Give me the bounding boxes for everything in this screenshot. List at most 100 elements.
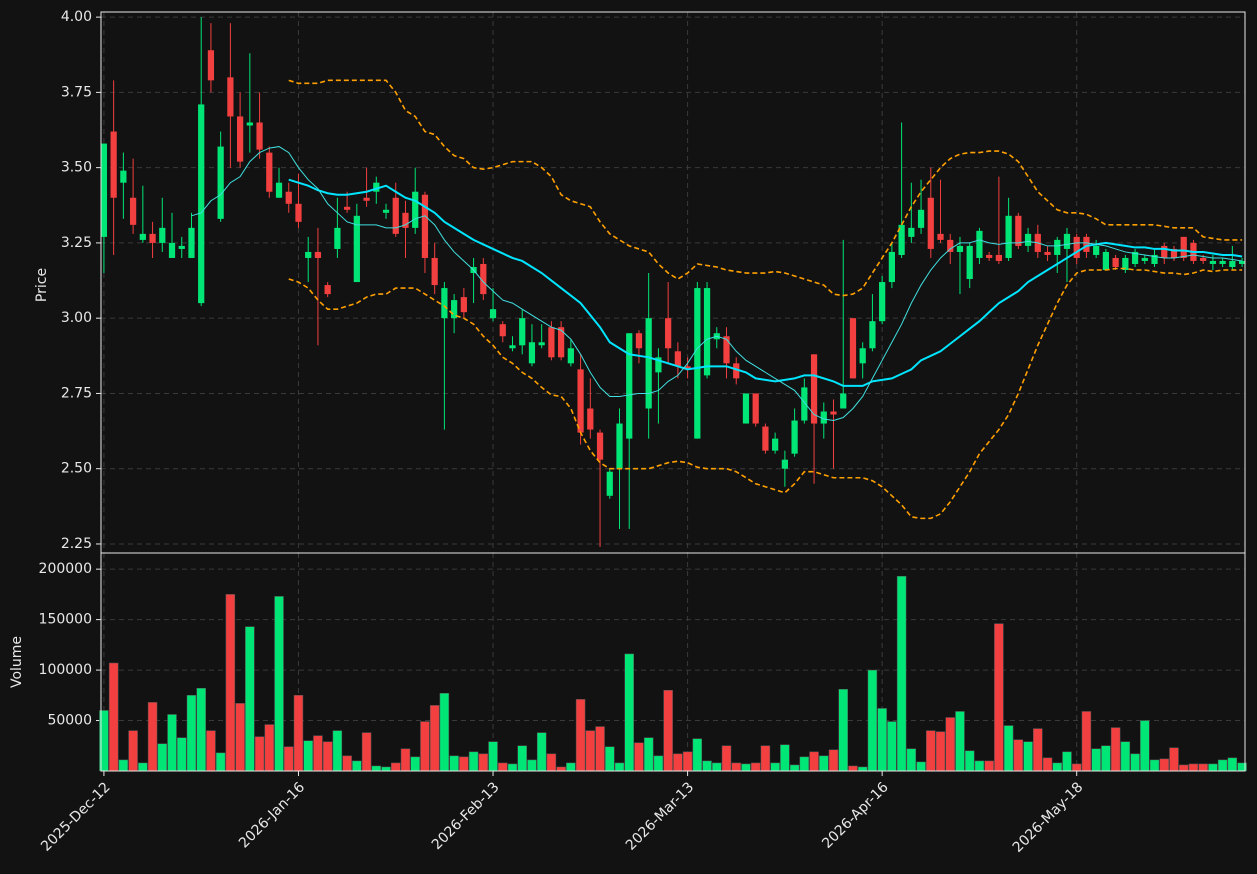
volume-bar	[1052, 762, 1062, 772]
volume-bar	[731, 762, 741, 772]
candle-body	[1151, 254, 1158, 264]
candle-body	[1141, 257, 1148, 261]
candle-body	[820, 411, 827, 424]
candle-body	[256, 122, 263, 150]
candle-body	[402, 212, 409, 228]
candle-body	[1093, 245, 1100, 255]
volume-bar	[1140, 720, 1150, 772]
volume-bar	[916, 761, 926, 772]
volume-bar	[147, 702, 158, 772]
candle-body	[616, 423, 623, 469]
y-tick-label: 150000	[39, 612, 92, 628]
volume-bar	[1198, 763, 1208, 772]
overlay-line	[288, 267, 1243, 520]
volume-bar	[585, 730, 596, 772]
candle-body	[635, 333, 643, 349]
volume-axis-label: Volume	[9, 636, 25, 688]
candle-body	[684, 366, 691, 370]
candle-body	[937, 233, 944, 240]
candle-body	[353, 215, 360, 283]
candle-body	[587, 408, 594, 430]
y-tick-label: 3.50	[61, 160, 92, 176]
candle-body	[655, 357, 662, 373]
candle-body	[1005, 215, 1012, 258]
volume-bar	[1149, 759, 1160, 772]
candle-body	[198, 104, 205, 304]
volume-bar	[235, 703, 245, 772]
candle-body	[100, 143, 108, 237]
volume-bar	[478, 753, 489, 772]
volume-bar	[352, 760, 362, 772]
volume-bar	[556, 766, 566, 772]
volume-bar	[138, 762, 148, 772]
candle-body	[441, 288, 448, 319]
candle-body	[305, 251, 312, 258]
volume-bar	[371, 765, 382, 772]
candle-body	[1238, 260, 1246, 264]
volume-bar	[575, 699, 586, 772]
volume-bar	[245, 626, 255, 772]
volume-bar	[614, 762, 625, 772]
candle-body	[674, 351, 681, 367]
volume-bar	[935, 731, 946, 772]
candle-body	[1054, 239, 1061, 255]
candle-body	[509, 345, 516, 349]
candle-body	[1229, 260, 1236, 267]
candle-body	[1209, 260, 1217, 264]
candle-body	[1161, 245, 1168, 258]
volume-bar	[429, 705, 440, 772]
volume-bar	[877, 708, 887, 772]
volume-bar	[624, 653, 634, 772]
overlay-line	[288, 79, 1243, 297]
volume-bar	[1003, 725, 1014, 772]
candle-body	[431, 257, 438, 286]
volume-bar	[391, 762, 401, 772]
volume-bar	[361, 732, 372, 772]
candle-body	[1112, 257, 1119, 267]
candle-body	[917, 209, 925, 228]
candle-body	[295, 203, 302, 222]
candle-body	[1073, 236, 1080, 258]
volume-bar	[488, 741, 498, 772]
volume-bar	[1033, 728, 1043, 772]
candle-body	[149, 233, 156, 243]
volume-bar	[1178, 764, 1189, 772]
candle-body	[236, 116, 244, 162]
candle-body	[645, 318, 652, 409]
candle-body	[519, 318, 526, 346]
volume-bar	[750, 762, 761, 772]
volume-bar	[828, 749, 839, 772]
volume-bar	[468, 751, 479, 772]
candle-body	[995, 254, 1002, 261]
volume-bar	[1071, 763, 1082, 772]
candle-body	[499, 324, 506, 337]
volume-bar	[945, 717, 955, 772]
volume-bar	[702, 760, 712, 772]
candle-body	[898, 224, 905, 255]
candle-body	[849, 318, 857, 379]
candle-body	[947, 239, 954, 252]
candle-body	[382, 209, 390, 213]
candle-body	[324, 285, 331, 295]
candle-body	[879, 282, 886, 322]
candle-body	[489, 309, 497, 319]
candle-body	[772, 438, 779, 451]
y-tick-label: 3.75	[61, 84, 92, 100]
volume-frame	[100, 552, 1246, 772]
volume-bar	[867, 669, 878, 772]
candle-body	[139, 233, 146, 240]
candle-body	[694, 288, 701, 439]
candle-body	[596, 432, 604, 460]
candle-body	[1131, 251, 1139, 264]
volume-bar	[760, 745, 771, 772]
volume-bar	[449, 755, 459, 772]
candle-body	[840, 393, 847, 409]
candle-body	[1219, 260, 1226, 264]
volume-bar	[926, 730, 936, 772]
candle-body	[606, 471, 613, 496]
volume-bar	[1217, 759, 1228, 772]
y-tick-label: 100000	[39, 662, 92, 678]
volume-bar	[1062, 751, 1072, 772]
volume-bar	[507, 763, 518, 772]
candle-body	[577, 369, 584, 433]
